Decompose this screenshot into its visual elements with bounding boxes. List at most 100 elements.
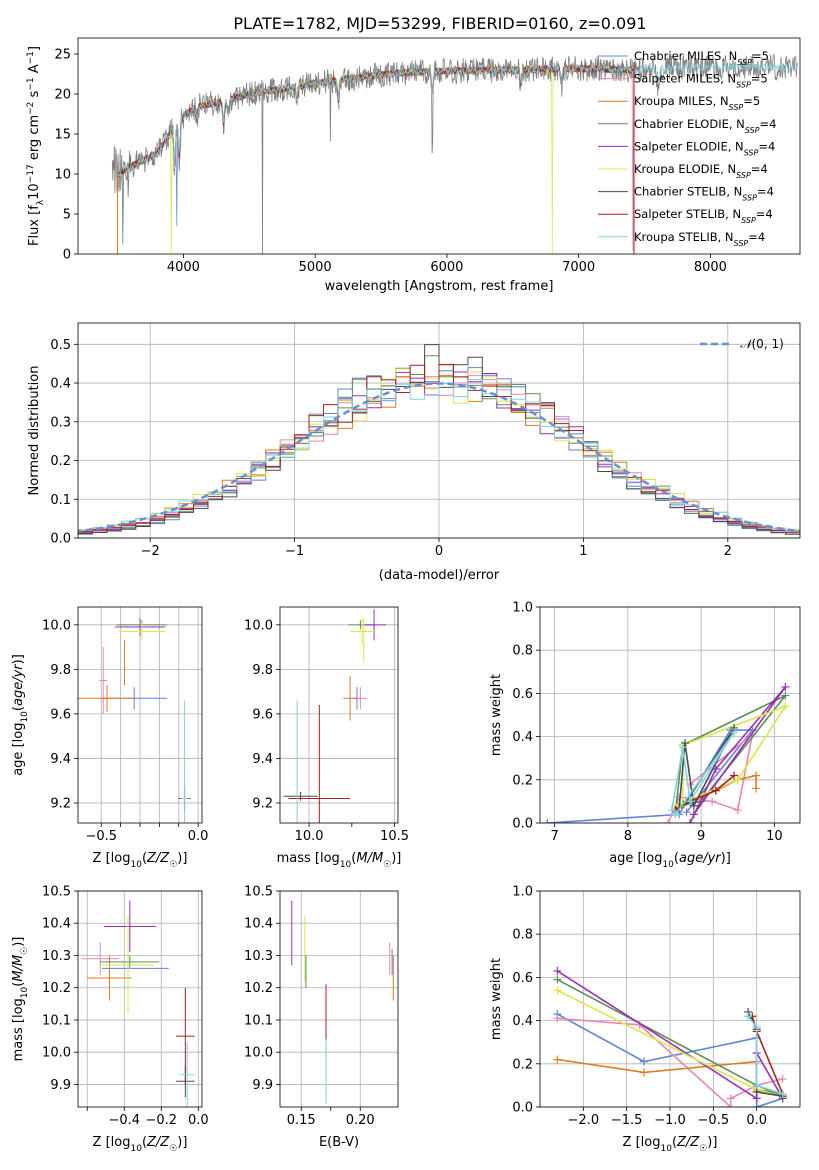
y-tick-label: 1.0: [512, 601, 533, 616]
mass-weight-point: [726, 1103, 735, 1107]
y-tick-label: 10.4: [42, 917, 71, 932]
mass-weight-point: [778, 1074, 787, 1083]
y-tick-label: 0: [63, 248, 71, 263]
panel-mass_weight_vs_Z: −2.0 −1.5 −1.0 −0.5 0.0 0.0 0.2 0.4 0.6 0.8 1.0 Z […: [489, 885, 801, 1154]
x-axis-label: age [log10(age/yr)]: [609, 851, 731, 870]
mass-weight-point: [708, 797, 717, 806]
x-tick-label: −0.2: [145, 1113, 177, 1128]
x-tick-label: 10: [766, 829, 783, 844]
mass-weight-point: [682, 808, 691, 817]
mass-weight-point: [689, 801, 698, 810]
x-axis-label: Z [log10(Z/Z☉)]: [93, 1135, 188, 1154]
legend-entry: Chabrier ELODIE, NSSP=4: [634, 117, 776, 135]
mass-weight-point: [686, 797, 695, 806]
mass-weight-point: [733, 806, 742, 815]
y-tick-label: 25: [54, 48, 71, 63]
y-tick-label: 15: [54, 128, 71, 143]
axes-spine: [77, 37, 801, 255]
mass-weight-point: [730, 771, 739, 780]
x-axis-label: Z [log10(Z/Z☉)]: [623, 1135, 718, 1154]
y-tick-label: 0.0: [512, 817, 533, 832]
x-axis-label: wavelength [Angstrom, rest frame]: [325, 279, 554, 294]
axes-frame: 4000 5000 6000 7000 8000 0 5 10 15 20 25: [54, 37, 801, 275]
mass-weight-point: [752, 1081, 761, 1090]
y-axis-label: Flux [fλ10−17 erg cm−2 s−1 A−1]: [26, 46, 46, 246]
figure-title: PLATE=1782, MJD=53299, FIBERID=0160, z=0…: [233, 14, 646, 33]
x-tick-label: 4000: [167, 260, 200, 275]
mass-weight-point: [671, 810, 680, 819]
y-tick-label: 10.1: [244, 1013, 273, 1028]
plot-area: [81, 900, 195, 1107]
y-tick-label: 0.5: [50, 338, 71, 353]
mass-weight-point: [752, 771, 761, 780]
y-tick-label: 0.6: [512, 971, 533, 986]
x-tick-label: −1.0: [654, 1113, 686, 1128]
x-tick-label: −2.0: [568, 1113, 600, 1128]
legend-entry: Chabrier MILES, NSSP=5: [634, 49, 769, 67]
y-axis-label: mass [log10(M/M☉)]: [11, 937, 30, 1062]
x-tick-label: −1.5: [611, 1113, 643, 1128]
model-spectrum: [117, 61, 798, 177]
residual-histogram: [78, 379, 800, 532]
mass-weight-point: [730, 728, 739, 737]
x-tick-label: 10.0: [295, 829, 324, 844]
y-axis-label: age [log10(age/yr)]: [11, 654, 30, 776]
y-tick-label: 1.0: [512, 885, 533, 900]
mass-weight-point: [744, 1012, 752, 1021]
x-tick-label: 8000: [694, 260, 727, 275]
plot-area: [111, 53, 798, 254]
mass-weight-point: [553, 1014, 562, 1023]
plot-area: [283, 609, 387, 823]
y-tick-label: 0.1: [50, 493, 71, 508]
y-tick-label: 0.4: [512, 1014, 533, 1029]
mass-weight-point: [733, 775, 742, 784]
mass-weight-point: [752, 1023, 761, 1032]
x-tick-label: 9: [697, 829, 705, 844]
mass-weight-point: [781, 682, 790, 691]
panel-spectrum: 4000 5000 6000 7000 8000 0 5 10 15 20 25 Chabrier M…: [26, 37, 801, 294]
y-tick-label: 10.5: [42, 885, 71, 900]
y-tick-label: 10.3: [244, 949, 273, 964]
y-tick-label: 10.0: [244, 618, 273, 633]
legend-entry: Kroupa ELODIE, NSSP=4: [634, 162, 768, 180]
y-tick-label: 10.0: [244, 1046, 273, 1061]
plot-area: [543, 682, 790, 823]
axes-frame: −2.0 −1.5 −1.0 −0.5 0.0 0.0 0.2 0.4 0.6 0.8 1.0: [512, 885, 801, 1128]
panel-mass_vs_ebv: 0.15 0.20 9.9 10.0 10.1 10.2 10.3 10.4 10.5 E(B-V…: [244, 885, 399, 1150]
x-tick-label: −0.4: [108, 1113, 140, 1128]
mass-weight-point: [543, 819, 552, 823]
x-tick-label: 0.0: [188, 1113, 209, 1128]
mass-weight-point: [640, 1057, 648, 1066]
y-tick-label: 0.0: [512, 1101, 533, 1116]
plot-area: [78, 618, 191, 823]
mass-weight-point: [553, 986, 562, 995]
plot-area: [291, 900, 394, 1104]
legend: 𝒩(0, 1): [700, 337, 784, 351]
x-tick-label: 6000: [430, 260, 463, 275]
axes-spine: [279, 606, 399, 824]
y-tick-label: 10: [54, 168, 71, 183]
plot-area: [553, 966, 787, 1107]
y-tick-label: 0.0: [50, 532, 71, 547]
y-tick-label: 0.2: [512, 1057, 533, 1072]
panel-mass_weight_vs_age: 7 8 9 10 0.0 0.2 0.4 0.6 0.8 1.0 age [log10(age/yr…: [489, 601, 801, 870]
y-tick-label: 10.5: [244, 885, 273, 900]
x-tick-label: 2: [724, 544, 732, 559]
axes-spine: [77, 322, 801, 539]
y-tick-label: 10.0: [42, 618, 71, 633]
legend-entry: Salpeter MILES, NSSP=5: [634, 72, 768, 90]
y-tick-label: 0.2: [50, 454, 71, 469]
y-tick-label: 10.2: [42, 981, 71, 996]
y-tick-label: 9.6: [50, 707, 71, 722]
y-tick-label: 9.9: [50, 1078, 71, 1093]
x-tick-label: 0: [435, 544, 443, 559]
mass-weight-point: [553, 975, 562, 984]
y-tick-label: 0.8: [512, 644, 533, 659]
x-tick-label: −1: [285, 544, 304, 559]
y-tick-label: 10.2: [244, 981, 273, 996]
mass-weight-point: [664, 819, 673, 823]
y-tick-label: 5: [63, 208, 71, 223]
legend-entry: Kroupa STELIB, NSSP=4: [634, 230, 765, 248]
y-tick-label: 9.9: [252, 1078, 273, 1093]
axes-spine: [539, 606, 801, 824]
